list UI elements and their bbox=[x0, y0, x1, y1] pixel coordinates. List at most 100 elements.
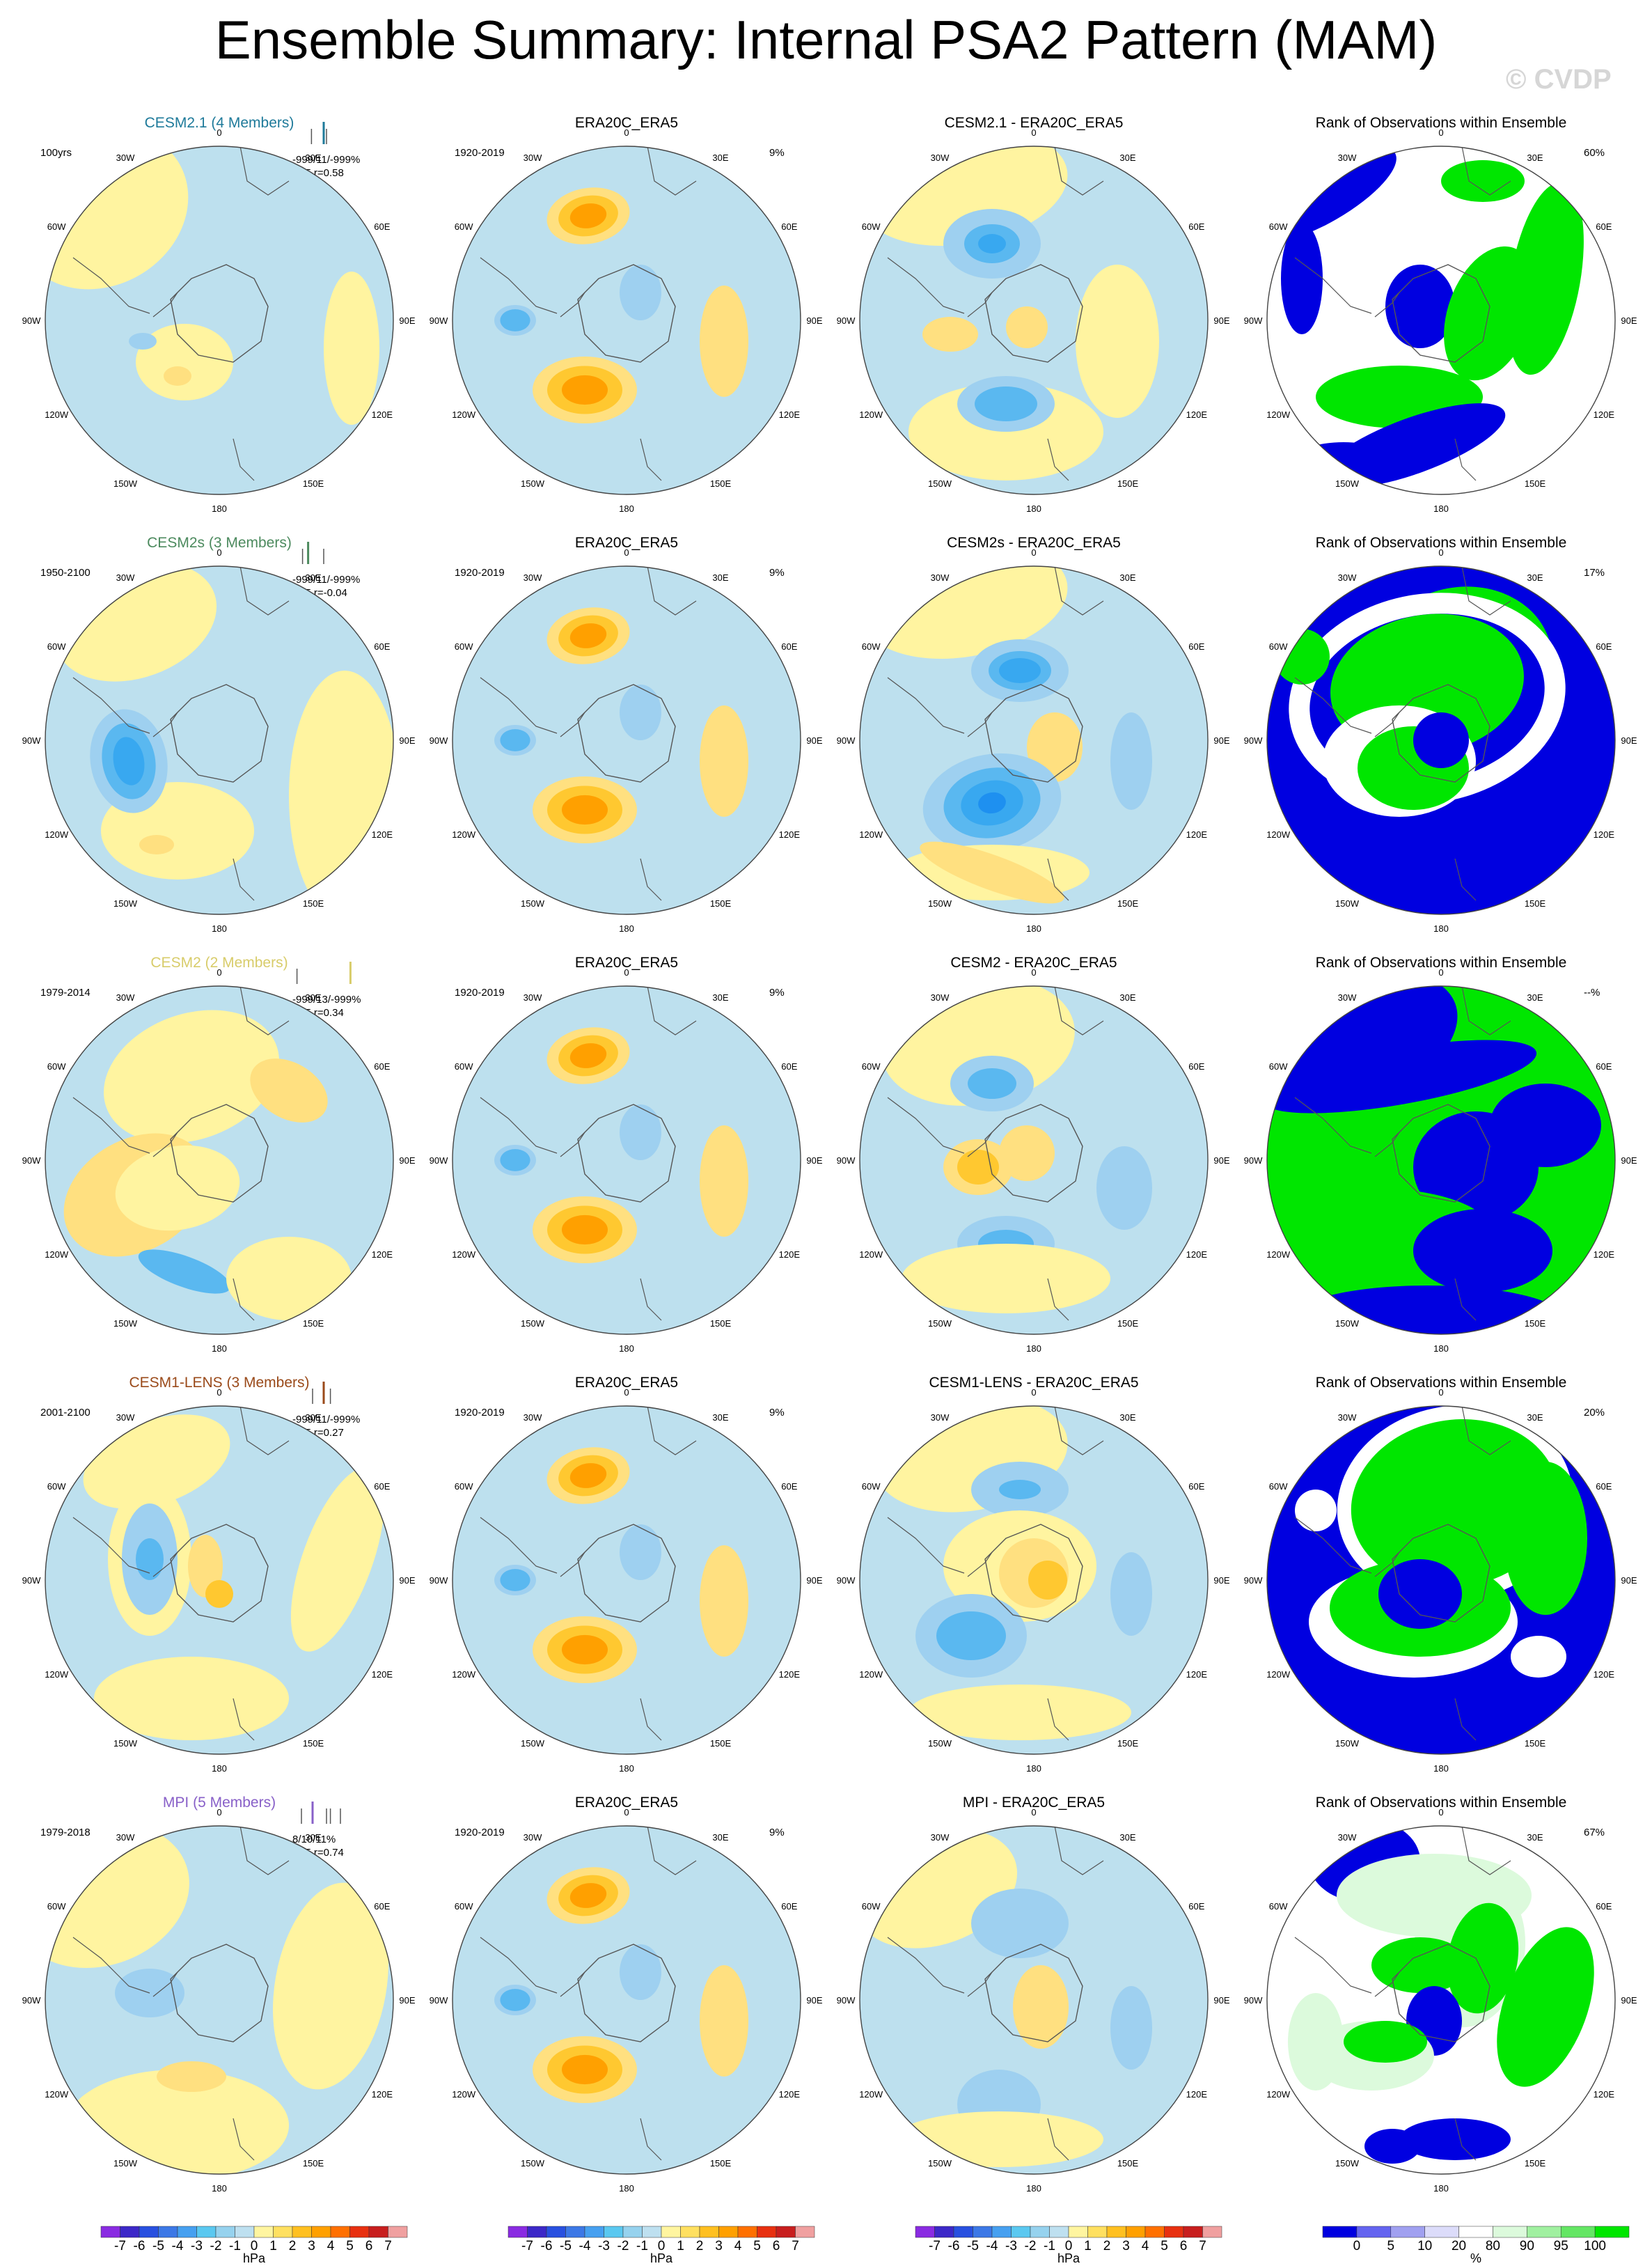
colorbar-tick-label: -2 bbox=[617, 2239, 629, 2253]
map-panel-rank: Rank of Observations within Ensemble 60% 0… bbox=[1236, 115, 1646, 533]
longitude-label: 60E bbox=[1596, 1061, 1612, 1072]
longitude-label: 0 bbox=[217, 1389, 221, 1398]
longitude-label: 60W bbox=[1269, 1061, 1288, 1072]
colorbar-tick-label: 6 bbox=[365, 2239, 373, 2253]
longitude-label: 30W bbox=[116, 1832, 135, 1843]
longitude-label: 60E bbox=[1188, 1061, 1204, 1072]
colorbar-swatch bbox=[527, 2226, 547, 2238]
longitude-label: 60W bbox=[862, 1061, 881, 1072]
colorbar-tick-label: -6 bbox=[134, 2239, 145, 2253]
map-contour-region bbox=[562, 1214, 608, 1245]
colorbar-swatch bbox=[349, 2226, 370, 2238]
colorbar-swatch bbox=[546, 2226, 566, 2238]
longitude-label: 150E bbox=[1117, 478, 1139, 489]
map-contour-region bbox=[700, 1125, 748, 1237]
longitude-label: 30W bbox=[931, 1832, 950, 1843]
colorbar-swatch bbox=[934, 2226, 954, 2238]
map-contour-region bbox=[250, 1058, 328, 1123]
colorbar-tick-label: -4 bbox=[986, 2239, 998, 2253]
longitude-label: 120E bbox=[1594, 2089, 1615, 2100]
longitude-label: 0 bbox=[1438, 969, 1443, 978]
longitude-label: 30W bbox=[116, 992, 135, 1003]
longitude-label: 30E bbox=[1527, 153, 1543, 163]
colorbar-tick-label: -6 bbox=[541, 2239, 553, 2253]
longitude-label: 30W bbox=[1338, 153, 1357, 163]
colorbar-swatch bbox=[508, 2226, 528, 2238]
longitude-label: 30W bbox=[1338, 1832, 1357, 1843]
longitude-label: 60E bbox=[781, 1901, 797, 1912]
longitude-label: 150W bbox=[1335, 1318, 1360, 1329]
longitude-label: 60E bbox=[374, 1901, 390, 1912]
colorbar-observed: -7 -6 -5 -4 -3 -2 -1 0 1 2 3 4 5 6 7 hPa bbox=[466, 2225, 856, 2265]
longitude-label: 90W bbox=[430, 1575, 448, 1586]
colorbar-tick-label: 20 bbox=[1452, 2239, 1466, 2253]
map-contour-region bbox=[562, 795, 608, 825]
colorbar-tick-label: 80 bbox=[1486, 2239, 1500, 2253]
longitude-label: 90E bbox=[1621, 735, 1637, 746]
map-contour-region bbox=[1344, 2021, 1427, 2063]
colorbar-swatch bbox=[1424, 2226, 1459, 2238]
colorbar-swatch bbox=[177, 2226, 197, 2238]
map-contour-region bbox=[999, 658, 1041, 683]
panel-title: Rank of Observations within Ensemble bbox=[1315, 535, 1567, 551]
longitude-label: 90E bbox=[1213, 735, 1229, 746]
colorbar-tick-label: 0 bbox=[251, 2239, 258, 2253]
colorbar-tick-label: -6 bbox=[948, 2239, 960, 2253]
polar-map-obs: 0 30E 60E 90E 120E 150E 180 150W 120W 90W 60W 30W bbox=[430, 969, 823, 1354]
polar-map-rank: 0 30E 60E 90E 120E 150E 180 150W 120W 90W 60W 30W bbox=[1244, 549, 1637, 934]
longitude-label: 120E bbox=[1594, 829, 1615, 840]
longitude-label: 90W bbox=[1244, 315, 1263, 326]
longitude-label: 150E bbox=[1117, 1318, 1139, 1329]
map-panel-model: CESM2 (2 Members) 1979-2014 -999/13/-999% 3… bbox=[14, 955, 425, 1373]
panel-title: MPI (5 Members) bbox=[162, 1795, 276, 1811]
map-contour-region bbox=[902, 1244, 1110, 1313]
longitude-label: 120E bbox=[779, 1669, 801, 1680]
colorbar-tick-label: 3 bbox=[715, 2239, 723, 2253]
longitude-label: 120E bbox=[779, 829, 801, 840]
longitude-label: 90E bbox=[1213, 315, 1229, 326]
colorbar-swatch bbox=[1049, 2226, 1069, 2238]
map-panel-rank: Rank of Observations within Ensemble 20% 0… bbox=[1236, 1375, 1646, 1792]
map-contour-region bbox=[895, 2111, 1103, 2167]
stats-line-1: 8/10/11% bbox=[292, 1834, 336, 1845]
longitude-label: 150W bbox=[113, 898, 138, 909]
ensemble-rug bbox=[301, 1802, 341, 1824]
longitude-label: 90W bbox=[22, 735, 41, 746]
longitude-label: 30E bbox=[1527, 1832, 1543, 1843]
longitude-label: 60E bbox=[374, 1481, 390, 1492]
colorbar-unit: % bbox=[1470, 2251, 1481, 2265]
period-label: 1920-2019 bbox=[455, 147, 505, 159]
map-contour-region bbox=[569, 203, 607, 228]
map-contour-region bbox=[968, 1068, 1016, 1099]
longitude-label: 90E bbox=[399, 1575, 415, 1586]
longitude-label: 150E bbox=[303, 1318, 324, 1329]
colorbar-tick-label: 10 bbox=[1417, 2239, 1432, 2253]
map-contour-region bbox=[94, 1657, 289, 1740]
longitude-label: 150W bbox=[928, 2158, 952, 2169]
longitude-label: 60E bbox=[374, 1061, 390, 1072]
panel-title: Rank of Observations within Ensemble bbox=[1315, 115, 1567, 131]
longitude-label: 90W bbox=[430, 315, 448, 326]
colorbar-swatch bbox=[139, 2226, 159, 2238]
percent-label: 9% bbox=[769, 1827, 785, 1838]
map-contour-region bbox=[700, 1965, 748, 2077]
longitude-label: 0 bbox=[1031, 969, 1036, 978]
longitude-label: 120E bbox=[779, 409, 801, 420]
colorbar-swatch bbox=[604, 2226, 624, 2238]
colorbar-tick-label: 3 bbox=[308, 2239, 315, 2253]
longitude-label: 0 bbox=[624, 1389, 629, 1398]
map-contour-region bbox=[1364, 2129, 1420, 2164]
stats-line-1: -999/11/-999% bbox=[292, 1414, 361, 1425]
panel-title: CESM2s - ERA20C_ERA5 bbox=[947, 535, 1121, 551]
map-contour-region bbox=[562, 375, 608, 405]
period-label: 1920-2019 bbox=[455, 567, 505, 579]
percent-label: 9% bbox=[769, 1407, 785, 1419]
longitude-label: 30E bbox=[712, 153, 728, 163]
longitude-label: 30E bbox=[712, 992, 728, 1003]
longitude-label: 90W bbox=[1244, 735, 1263, 746]
colorbar-swatch bbox=[622, 2226, 643, 2238]
colorbar-swatches: 0 5 10 20 80 90 95 100 bbox=[1322, 2226, 1630, 2253]
map-contour-region bbox=[999, 1125, 1055, 1181]
colorbar-swatch bbox=[292, 2226, 312, 2238]
map-contour-region bbox=[1371, 1937, 1469, 1993]
